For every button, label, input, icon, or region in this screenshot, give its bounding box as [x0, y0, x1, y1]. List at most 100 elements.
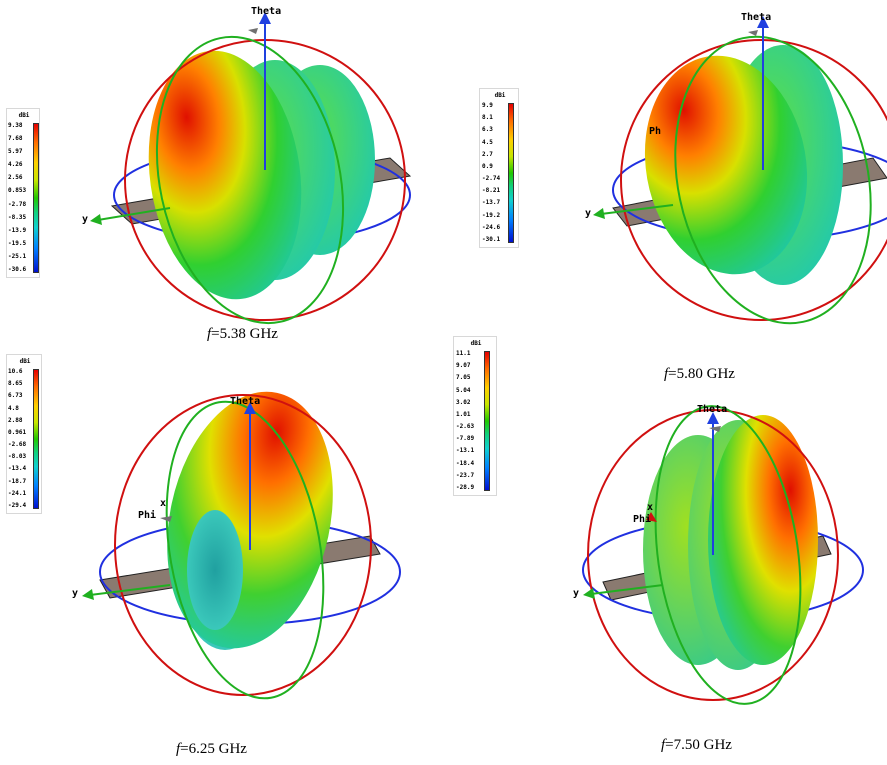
caption-var: f	[207, 326, 212, 342]
colorbar-tick-label: -13.4	[8, 465, 27, 473]
pattern-panel-3: Theta y Phi x dBi 10.6 8.65 6.73 4.8 2.88 0.9…	[0, 340, 440, 765]
z-axis-arrow-icon	[757, 16, 769, 28]
caption-var: f	[176, 741, 181, 757]
radiation-pattern-1: Theta y	[82, 6, 412, 325]
x-axis-label: x	[160, 498, 166, 509]
theta-ring	[620, 39, 887, 321]
phi-marker-icon	[748, 30, 758, 36]
z-axis-label: Theta	[251, 6, 281, 17]
caption-1: f=5.38 GHz	[207, 326, 278, 343]
colorbar-tick-label: -8.03	[8, 453, 27, 461]
colorbar-gradient	[33, 369, 39, 509]
y-axis-arrow-icon	[583, 588, 595, 599]
caption-value: =7.50 GHz	[665, 737, 732, 753]
colorbar-4: dBi 11.1 9.07 7.05 5.04 3.02 1.01 -2.63 -7.89 -1…	[453, 336, 497, 496]
colorbar-tick-label: -29.4	[8, 502, 27, 509]
colorbar-tick-label: -2.74	[482, 175, 501, 183]
colorbar-tick-label: -13.9	[8, 226, 27, 234]
theta-ring	[114, 394, 372, 696]
colorbar-tick-label: 4.5	[482, 138, 493, 146]
x-axis-arrow-icon	[646, 512, 657, 522]
caption-value: =6.25 GHz	[180, 741, 247, 757]
z-axis-label: Theta	[741, 12, 771, 23]
colorbar-tick-label: -2.78	[8, 200, 27, 208]
colorbar-gradient	[508, 103, 514, 243]
radiation-pattern-4: Theta y Phi x	[573, 404, 864, 705]
pattern-panel-2: Theta y Ph dBi 9.9 8.1 6.3 4.5 2.7 0.9 -2.74 -8…	[443, 0, 887, 385]
colorbar-tick-label: -18.4	[456, 459, 475, 467]
colorbar-tick-label: -25.1	[8, 252, 27, 260]
colorbar-tick-label: 9.38	[8, 122, 23, 129]
y-axis	[97, 207, 171, 221]
y-axis-label: y	[72, 588, 78, 599]
caption-var: f	[664, 366, 669, 382]
colorbar-tick-label: 7.05	[456, 374, 471, 382]
colorbar-tick-label: -30.1	[482, 236, 501, 243]
colorbar-tick-label: 9.07	[456, 362, 471, 370]
caption-var: f	[661, 737, 666, 753]
phi-axis-label: Phi	[138, 509, 156, 521]
main-lobe	[148, 50, 302, 300]
colorbar-tick-label: 5.04	[456, 386, 471, 394]
colorbar-ticks: 11.1 9.07 7.05 5.04 3.02 1.01 -2.63 -7.89 -13.1 -…	[456, 351, 482, 491]
y-axis-arrow-icon	[82, 589, 94, 600]
colorbar-2: dBi 9.9 8.1 6.3 4.5 2.7 0.9 -2.74 -8.21 -13.7 -19…	[479, 88, 519, 248]
colorbar-unit: dBi	[19, 358, 31, 365]
colorbar-tick-label: -18.7	[8, 477, 27, 485]
z-axis-arrow-icon	[707, 412, 719, 424]
z-axis-arrow-icon	[244, 402, 256, 414]
colorbar-tick-label: -13.7	[482, 199, 501, 207]
phi-axis-label: Phi	[633, 513, 651, 525]
elevation-ring	[165, 400, 325, 700]
colorbar-3: dBi 10.6 8.65 6.73 4.8 2.88 0.961 -2.68 -8.03 -1…	[6, 354, 42, 514]
pattern-panel-1: Theta y dBi 9.38 7.68 5.97 4.26 2.56 0.853 -2.…	[0, 0, 440, 385]
main-lobe	[708, 415, 818, 665]
y-axis-label: y	[82, 214, 88, 225]
colorbar-tick-label: -23.7	[456, 471, 475, 479]
colorbar-tick-label: 6.3	[482, 126, 493, 134]
colorbar-1: dBi 9.38 7.68 5.97 4.26 2.56 0.853 -2.78 -8.35 -…	[6, 108, 40, 278]
colorbar-unit: dBi	[18, 112, 30, 119]
y-axis-label: y	[585, 208, 591, 219]
radiation-pattern-3: Theta y Phi x	[72, 391, 401, 700]
colorbar-tick-label: -8.21	[482, 187, 501, 195]
elevation-ring	[654, 405, 802, 705]
phi-marker-icon	[160, 516, 172, 522]
colorbar-tick-label: 11.1	[456, 350, 471, 357]
y-axis	[89, 584, 171, 596]
colorbar-tick-label: 2.56	[8, 174, 23, 182]
colorbar-tick-label: -30.6	[8, 266, 27, 273]
colorbar-tick-label: 8.1	[482, 114, 493, 122]
y-axis	[600, 204, 674, 215]
colorbar-tick-label: 4.8	[8, 404, 19, 412]
colorbar-tick-label: 2.7	[482, 150, 493, 158]
colorbar-tick-label: 7.68	[8, 135, 23, 143]
z-axis-arrow-icon	[259, 12, 271, 24]
z-axis-label: Theta	[697, 404, 727, 415]
phi-axis-label: Ph	[649, 126, 661, 137]
colorbar-ticks: 9.38 7.68 5.97 4.26 2.56 0.853 -2.78 -8.35 -13.9…	[8, 123, 32, 273]
colorbar-tick-label: -19.2	[482, 211, 501, 219]
colorbar-tick-label: -13.1	[456, 447, 475, 455]
colorbar-unit: dBi	[470, 340, 482, 347]
colorbar-tick-label: 6.73	[8, 392, 23, 400]
y-axis-label: y	[573, 588, 579, 599]
x-axis-label: x	[647, 502, 653, 513]
colorbar-tick-label: 9.9	[482, 102, 493, 109]
colorbar-tick-label: -7.89	[456, 435, 475, 443]
caption-3: f=6.25 GHz	[176, 741, 247, 758]
y-axis	[590, 584, 664, 595]
colorbar-tick-label: -8.35	[8, 213, 27, 221]
colorbar-tick-label: 8.65	[8, 380, 23, 388]
colorbar-gradient	[33, 123, 39, 273]
caption-4: f=7.50 GHz	[661, 737, 732, 754]
colorbar-tick-label: 10.6	[8, 368, 23, 375]
radiation-pattern-2: Theta y Ph	[585, 12, 887, 325]
colorbar-tick-label: 0.9	[482, 162, 493, 170]
colorbar-ticks: 10.6 8.65 6.73 4.8 2.88 0.961 -2.68 -8.03 -13.4 -…	[8, 369, 32, 509]
colorbar-tick-label: 4.26	[8, 161, 23, 169]
colorbar-gradient	[484, 351, 490, 491]
colorbar-tick-label: -2.68	[8, 441, 27, 449]
colorbar-tick-label: -28.9	[456, 484, 475, 491]
colorbar-tick-label: -19.5	[8, 239, 27, 247]
